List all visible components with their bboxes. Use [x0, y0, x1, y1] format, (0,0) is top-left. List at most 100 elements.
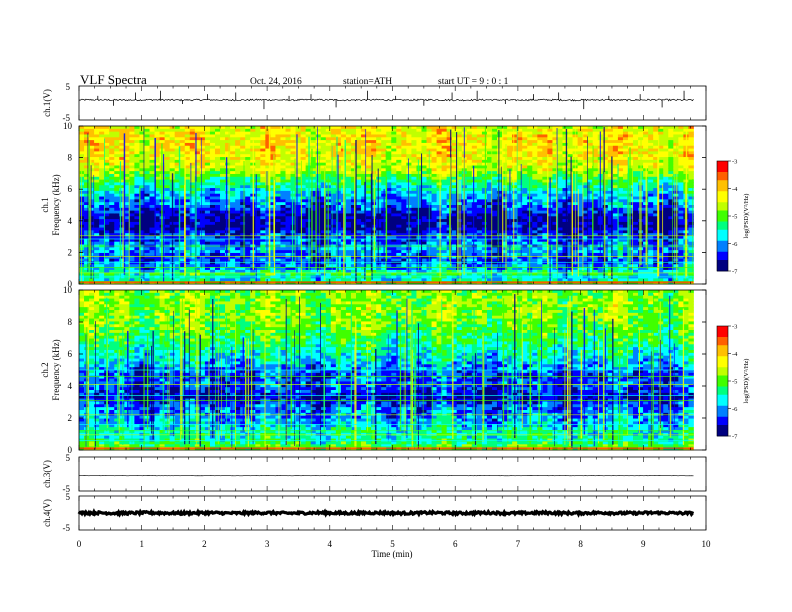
- ch1-spectrogram-cell: [129, 219, 135, 223]
- ch1-spectrogram-cell: [280, 148, 286, 152]
- ch1-spectrogram-cell: [235, 269, 241, 274]
- ch1-spectrogram-cell: [300, 190, 307, 195]
- ch1-spectrogram-cell: [119, 154, 125, 158]
- ch1-spectrogram-cell: [512, 188, 518, 192]
- ch1-spectrogram-cell: [371, 142, 377, 147]
- ch1-spectrogram-cell: [330, 140, 337, 144]
- ch1-spectrogram-cell: [114, 213, 120, 217]
- ch1-spectrogram-cell: [184, 134, 191, 138]
- ch1-spectrogram-cell: [305, 126, 312, 130]
- ch1-spectrogram-cell: [230, 126, 236, 130]
- ch1-spectrogram-cell: [340, 128, 347, 133]
- ch1-spectrogram-cell: [79, 128, 85, 133]
- ch1-spectrogram-cell: [179, 134, 186, 138]
- ch1-spectrogram-cell: [280, 258, 286, 262]
- ch1-spectrogram-cell: [270, 165, 276, 169]
- ch1-spectrogram-cell: [214, 272, 221, 276]
- ch1-spectrogram-cell: [512, 185, 518, 189]
- ch1-spectrogram-cell: [411, 162, 417, 166]
- ch1-spectrogram-cell: [270, 171, 276, 175]
- ch1-spectrogram-cell: [350, 252, 357, 257]
- ch1-spectrogram-cell: [94, 148, 100, 152]
- ch1-spectrogram-cell: [260, 193, 266, 197]
- ch1-spectrogram-cell: [230, 281, 236, 285]
- ch1-spectrogram-cell: [194, 227, 201, 231]
- ch1-spectrogram-cell: [230, 157, 236, 161]
- ch1-spectrogram-cell: [451, 142, 458, 147]
- ch1-spectrogram-cell: [335, 157, 342, 161]
- ch1-spectrogram-cell: [154, 213, 160, 217]
- ch1-spectrogram-cell: [265, 247, 271, 251]
- ch1-spectrogram-cell: [456, 205, 463, 209]
- ch1-spectrogram-cell: [144, 221, 150, 226]
- ch1-spectrogram-cell: [94, 165, 100, 169]
- ch1-spectrogram-cell: [466, 216, 473, 220]
- ch1-spectrogram-cell: [285, 193, 291, 197]
- ch1-spectrogram-cell: [139, 207, 145, 212]
- ch1-spectrogram-cell: [220, 157, 226, 161]
- ch1-spectrogram-cell: [275, 182, 281, 186]
- ch1-spectrogram-cell: [356, 272, 362, 276]
- ch1-spectrogram-cell: [119, 236, 125, 240]
- ch1-spectrogram-cell: [109, 159, 115, 164]
- ch1-spectrogram-cell: [134, 233, 140, 237]
- ch1-spectrogram-cell: [416, 145, 422, 149]
- ch1-spectrogram-cell: [451, 258, 458, 262]
- ch1-spectrogram-cell: [204, 188, 211, 192]
- ch1-spectrogram-cell: [466, 205, 473, 209]
- ch1-spectrogram-cell: [235, 126, 241, 130]
- ch1-spectrogram-cell: [94, 227, 100, 231]
- ch1-spectrogram-cell: [335, 224, 342, 228]
- ch1-spectrogram-cell: [441, 207, 448, 212]
- ch1-spectrogram-cell: [416, 196, 422, 200]
- ch1-spectrogram-cell: [350, 140, 357, 144]
- ch1-spectrogram-cell: [240, 159, 246, 164]
- ch1-spectrogram-cell: [446, 140, 453, 144]
- ch1-spectrogram-cell: [492, 140, 498, 144]
- ch1-spectrogram-cell: [456, 216, 463, 220]
- ch1-spectrogram-cell: [512, 258, 518, 262]
- ch1-spectrogram-cell: [204, 173, 211, 178]
- ch1-spectrogram-cell: [119, 238, 125, 243]
- ch1-spectrogram-cell: [290, 134, 296, 138]
- ch1-spectrogram-cell: [134, 140, 140, 144]
- ch1-spectrogram-cell: [260, 154, 266, 158]
- ch1-spectrogram-cell: [376, 247, 382, 251]
- ch1-spectrogram-cell: [270, 196, 276, 200]
- ch1-spectrogram-cell: [481, 255, 488, 260]
- ch1-spectrogram-cell: [245, 171, 251, 175]
- ch1-spectrogram-cell: [396, 233, 402, 237]
- ch1-spectrogram-cell: [376, 230, 382, 234]
- ch1-spectrogram-cell: [285, 137, 291, 141]
- ch1-spectrogram-cell: [194, 173, 201, 178]
- ch1-spectrogram-cell: [199, 205, 206, 209]
- ch1-spectrogram-cell: [486, 278, 493, 282]
- ch1-spectrogram-cell: [396, 230, 402, 234]
- ch1-spectrogram-cell: [104, 134, 110, 138]
- ch1-spectrogram-cell: [129, 154, 135, 158]
- ch1-spectrogram-cell: [265, 159, 271, 164]
- ch1-spectrogram-cell: [89, 227, 95, 231]
- ch1-spectrogram-cell: [386, 131, 392, 135]
- ch1-spectrogram-cell: [230, 216, 236, 220]
- ch1-spectrogram-cell: [230, 252, 236, 257]
- ch1-spectrogram-cell: [335, 205, 342, 209]
- ch1-spectrogram-cell: [104, 185, 110, 189]
- ch1-spectrogram-cell: [310, 205, 317, 209]
- ch1-spectrogram-cell: [492, 173, 498, 178]
- ch1-spectrogram-cell: [486, 213, 493, 217]
- ch1-spectrogram-cell: [124, 182, 130, 186]
- ch1-spectrogram-cell: [159, 278, 166, 282]
- ch1-spectrogram-cell: [391, 128, 397, 133]
- ch1-spectrogram-cell: [199, 128, 206, 133]
- ch1-spectrogram-cell: [129, 148, 135, 152]
- ch1-spectrogram-cell: [285, 258, 291, 262]
- ch1-spectrogram-cell: [149, 267, 155, 271]
- ch1-spectrogram-cell: [376, 142, 382, 147]
- ch1-spectrogram-cell: [466, 196, 473, 200]
- ch1-spectrogram-cell: [144, 151, 150, 155]
- ch1-spectrogram-cell: [431, 159, 437, 164]
- ch1-spectrogram-cell: [139, 159, 145, 164]
- ch1-spectrogram-cell: [436, 142, 443, 147]
- ch1-spectrogram-cell: [265, 219, 271, 223]
